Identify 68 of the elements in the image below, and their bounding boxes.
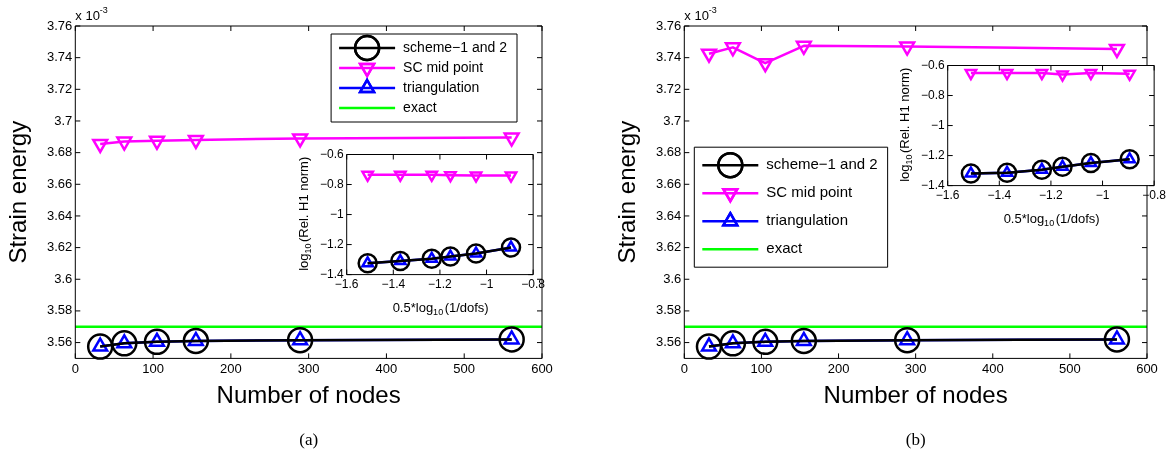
y-axis-title: log10(Rel. H1 norm) xyxy=(296,156,314,271)
y-tick-label: −0.6 xyxy=(319,146,344,161)
y-tick-label: 3.74 xyxy=(655,49,682,65)
y-tick-label: 3.6 xyxy=(663,270,682,286)
legend-label: scheme−1 and 2 xyxy=(766,155,878,173)
y-tick-label: 3.76 xyxy=(46,17,73,33)
legend-label: triangulation xyxy=(766,211,849,229)
x-tick-label: −0.8 xyxy=(1142,188,1167,203)
y-tick-label: 3.58 xyxy=(46,302,73,318)
x-tick-label: −1.4 xyxy=(987,188,1012,203)
y-tick-label: −1 xyxy=(931,117,946,132)
legend-label: SC mid point xyxy=(766,183,853,201)
y-axis-title: log10(Rel. H1 norm) xyxy=(897,67,915,182)
x-tick-label: −1.2 xyxy=(428,277,453,292)
legend-label: scheme−1 and 2 xyxy=(403,38,508,55)
legend-label: SC mid point xyxy=(403,58,484,75)
y-tick-label: 3.7 xyxy=(663,112,682,128)
x-tick-label: −0.8 xyxy=(521,277,546,292)
x-tick-label: 400 xyxy=(375,360,398,376)
y-tick-label: 3.7 xyxy=(54,112,73,128)
y-tick-label: −1.2 xyxy=(319,236,344,251)
y-axis-title: Strain energy xyxy=(612,120,640,264)
y-tick-label: −0.8 xyxy=(319,176,344,191)
y-tick-label: 3.66 xyxy=(46,175,73,191)
x-tick-label: 400 xyxy=(981,360,1004,376)
y-tick-label: −0.8 xyxy=(920,87,945,102)
y-tick-label: 3.66 xyxy=(655,175,682,191)
y-tick-label: −0.6 xyxy=(920,57,945,72)
x-tick-label: 100 xyxy=(750,360,773,376)
y-tick-label: 3.68 xyxy=(46,144,73,160)
y-tick-label: 3.76 xyxy=(655,17,682,33)
x-tick-label: 600 xyxy=(1136,360,1158,376)
x-tick-label: −1.2 xyxy=(1039,188,1064,203)
x-tick-label: 0 xyxy=(71,360,79,376)
legend-label: triangulation xyxy=(403,78,480,95)
x-tick-label: 300 xyxy=(904,360,927,376)
x-axis-title: Number of nodes xyxy=(216,381,401,409)
y-tick-label: 3.64 xyxy=(46,207,73,223)
y-tick-label: 3.72 xyxy=(655,80,682,96)
x-axis-title: Number of nodes xyxy=(823,381,1008,409)
legend-label: exact xyxy=(766,239,803,257)
x-tick-label: −1 xyxy=(1095,188,1110,203)
y-tick-label: −1.2 xyxy=(920,147,945,162)
x-tick-label: 500 xyxy=(453,360,476,376)
y-tick-label: 3.58 xyxy=(655,302,682,318)
y-tick-label: 3.62 xyxy=(46,239,73,255)
y-tick-label: 3.68 xyxy=(655,144,682,160)
x-tick-label: 300 xyxy=(297,360,320,376)
y-tick-label: 3.62 xyxy=(655,239,682,255)
y-tick-label: 3.56 xyxy=(46,334,73,350)
x-tick-label: −1.4 xyxy=(381,277,406,292)
text: (a) xyxy=(299,430,319,450)
legend-label: exact xyxy=(403,98,437,115)
text: (b) xyxy=(905,430,926,450)
x-tick-label: 200 xyxy=(220,360,242,376)
y-tick-label: 3.56 xyxy=(655,334,682,350)
y-axis-title: Strain energy xyxy=(3,120,31,264)
y-tick-label: 3.72 xyxy=(46,80,73,96)
y-tick-label: 3.64 xyxy=(655,207,682,223)
y-tick-label: 3.74 xyxy=(46,49,73,65)
x-tick-label: 200 xyxy=(827,360,850,376)
x-tick-label: 500 xyxy=(1059,360,1081,376)
x-tick-label: −1 xyxy=(479,277,494,292)
x-tick-label: 600 xyxy=(531,360,553,376)
x-tick-label: 100 xyxy=(142,360,164,376)
y-tick-label: 3.6 xyxy=(54,270,73,286)
x-tick-label: 0 xyxy=(680,360,688,376)
y-tick-label: −1 xyxy=(330,206,345,221)
